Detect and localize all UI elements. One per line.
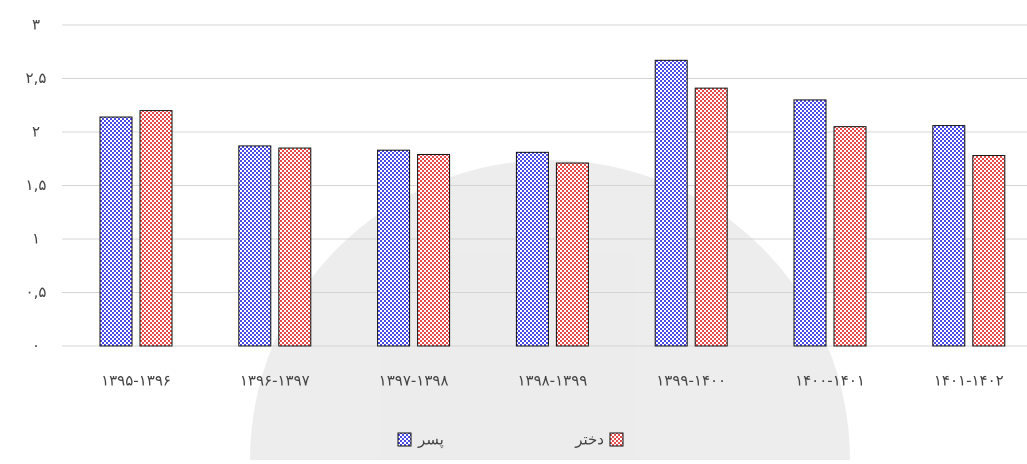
x-tick-label: ۱۳۹۵-۱۳۹۶ xyxy=(101,372,171,390)
y-tick-label: ۱ xyxy=(32,230,40,248)
bar xyxy=(654,59,688,347)
bar xyxy=(377,149,411,347)
bar xyxy=(932,125,966,347)
y-tick-label: ۰ xyxy=(32,337,40,355)
bar xyxy=(278,147,312,347)
bar xyxy=(694,87,728,347)
x-tick-label: ۱۴۰۱-۱۴۰۲ xyxy=(934,372,1004,390)
bar xyxy=(833,126,867,347)
x-tick-label: ۱۳۹۷-۱۳۹۸ xyxy=(379,372,449,390)
y-tick-label: ۱,۵ xyxy=(26,176,47,194)
bar xyxy=(555,162,589,347)
legend-label: پسر xyxy=(417,431,444,450)
y-tick-label: ۳ xyxy=(32,16,40,34)
bar xyxy=(139,110,173,347)
x-tick-label: ۱۳۹۹-۱۴۰۰ xyxy=(656,372,726,390)
bar xyxy=(99,116,133,347)
bar xyxy=(417,153,451,347)
x-tick-label: ۱۴۰۰-۱۴۰۱ xyxy=(795,372,865,390)
x-tick-label: ۱۳۹۶-۱۳۹۷ xyxy=(240,372,310,390)
y-tick-label: ۲,۵ xyxy=(26,69,47,87)
y-tick-label: ۰,۵ xyxy=(26,283,47,301)
legend-swatch xyxy=(397,432,412,447)
bar xyxy=(793,99,827,347)
bar xyxy=(238,145,272,347)
bar xyxy=(972,155,1006,347)
legend-label: دختر xyxy=(574,431,604,449)
bar xyxy=(515,151,549,347)
watermark xyxy=(250,160,850,460)
legend-swatch xyxy=(609,432,624,447)
x-tick-label: ۱۳۹۸-۱۳۹۹ xyxy=(517,372,587,390)
y-tick-label: ۲ xyxy=(32,123,40,141)
